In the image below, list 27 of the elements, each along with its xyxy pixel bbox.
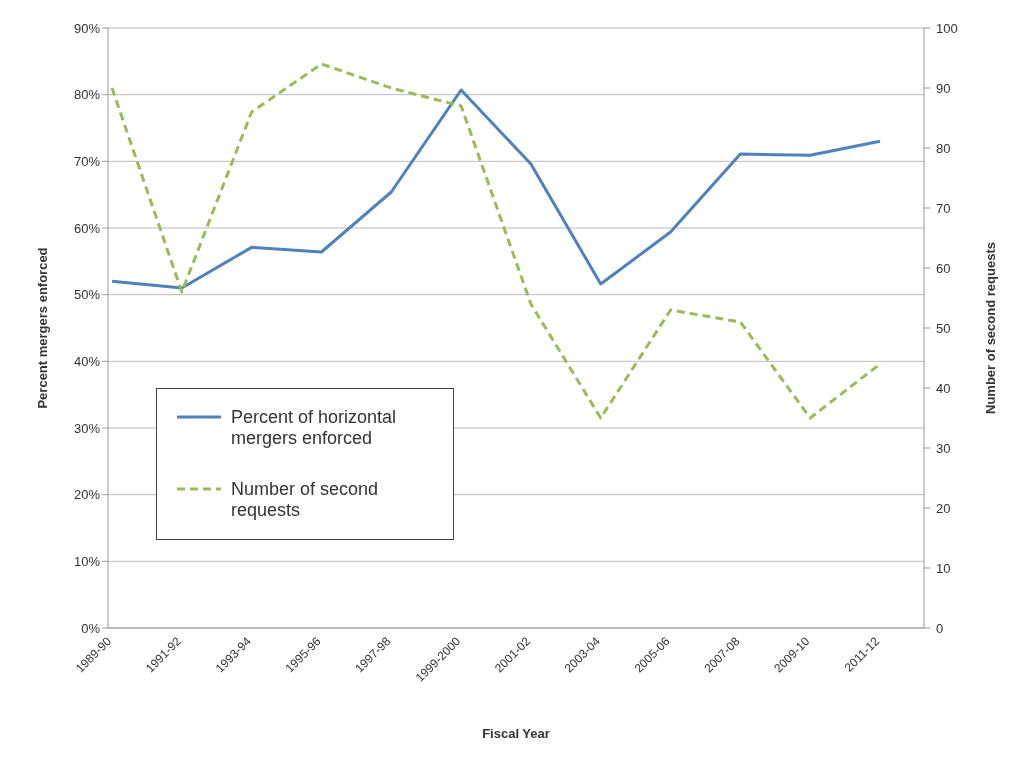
y-tick-label: 60%: [73, 220, 101, 236]
y2-tick-label: 20: [936, 501, 951, 516]
y-tick-label: 40%: [73, 353, 101, 369]
x-axis-title: Fiscal Year: [482, 726, 550, 741]
y2-tick-label: 80: [936, 141, 951, 156]
y-axis-title: Percent mergers enforced: [34, 247, 50, 409]
y2-tick-label: 50: [936, 321, 951, 336]
y-tick-label: 70%: [73, 153, 101, 169]
y2-tick-label: 30: [936, 441, 951, 456]
y-tick-label: 50%: [73, 287, 101, 303]
y2-tick-label: 10: [936, 561, 951, 576]
y2-tick-label: 100: [936, 21, 958, 36]
y-tick-label: 30%: [73, 420, 101, 436]
y2-tick-label: 90: [936, 81, 951, 96]
y-tick-label: 80%: [73, 87, 101, 103]
y2-tick-label: 60: [936, 261, 951, 276]
y-tick-label: 90%: [73, 20, 101, 36]
line-series: [110, 88, 882, 290]
legend-label: Number of second requests: [231, 479, 380, 521]
y-tick-label: 0%: [81, 620, 101, 636]
y2-axis-title: Number of second requests: [982, 242, 998, 414]
y2-tick-label: 70: [936, 201, 951, 216]
y2-tick-label: 0: [936, 621, 944, 636]
y2-tick-label: 40: [936, 381, 951, 396]
y-tick-label: 10%: [73, 553, 101, 569]
y-tick-label: 20%: [73, 487, 101, 503]
legend-label: Percent of horizontal mergers enforced: [231, 407, 398, 449]
